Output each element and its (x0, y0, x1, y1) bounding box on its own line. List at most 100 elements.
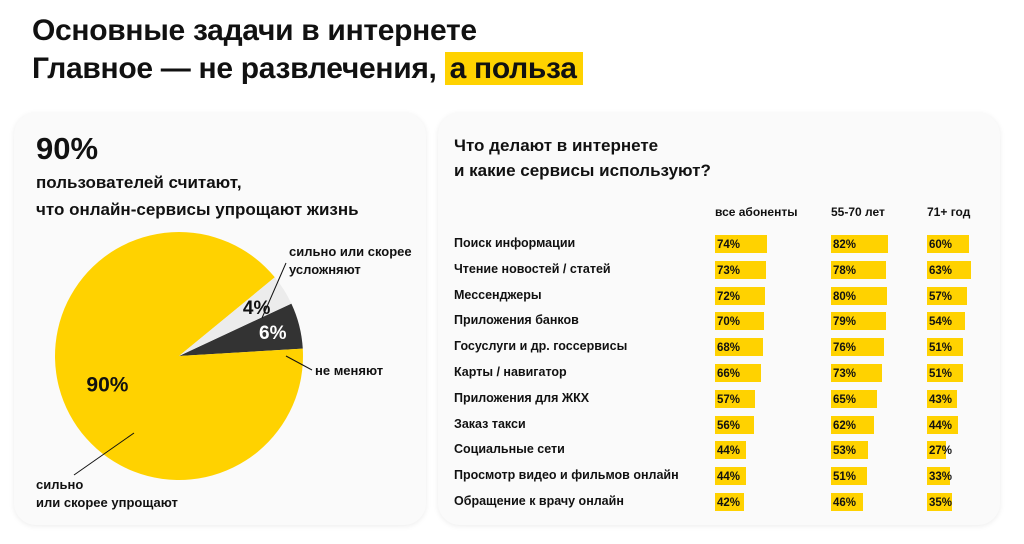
bar-value-label: 72% (717, 290, 741, 303)
pie-slice-label: 90% (86, 373, 128, 396)
bar (831, 312, 887, 331)
bar-value-label: 62% (833, 419, 857, 432)
pie-subheading: пользователей считают, что онлайн-сервис… (36, 169, 359, 223)
bar-question-line-2: и какие сервисы используют? (454, 161, 711, 180)
pie-slice (179, 303, 303, 356)
bar (831, 441, 869, 460)
bar (715, 389, 755, 408)
bar-value-label: 27% (929, 445, 953, 458)
pie-subheading-line-1: пользователей считают, (36, 173, 242, 192)
pie-chart: 6%90%4% сильно или скорее усложняют не м… (36, 231, 412, 510)
row-label: Мессенджеры (454, 287, 542, 302)
bar-value-label: 51% (929, 368, 953, 380)
bar (715, 467, 746, 486)
row-label: Обращение к врачу онлайн (454, 494, 624, 508)
bar-value-label: 43% (929, 393, 953, 406)
bar (927, 364, 963, 382)
bar (831, 260, 886, 279)
bar-value-label: 73% (833, 368, 857, 380)
bar-value-label: 46% (833, 497, 857, 509)
bar (715, 235, 767, 253)
bar-value-label: 51% (929, 342, 953, 355)
bar (831, 364, 883, 382)
bar (715, 493, 745, 511)
callout-complicate-line-2: усложняют (289, 262, 361, 277)
bar-value-label: 79% (833, 316, 857, 329)
pie-slice (54, 231, 303, 480)
bar-value-label: 80% (833, 290, 857, 303)
bar (831, 286, 887, 305)
pie-slice (179, 277, 292, 356)
title-line-2-prefix: Главное — не развлечения, (32, 52, 437, 85)
bar (927, 493, 952, 511)
row-label: Социальные сети (454, 442, 565, 457)
row-label: Заказ такси (454, 416, 526, 431)
bar (715, 364, 762, 382)
callout-line-no-change (285, 355, 313, 371)
bar-value-label: 54% (929, 316, 953, 329)
bar (927, 286, 967, 305)
bar (715, 441, 746, 460)
bar (927, 389, 958, 408)
bar (927, 312, 965, 331)
title-highlight: а польза (444, 52, 583, 85)
pie-card: 90% пользователей считают, что онлайн-се… (14, 113, 426, 525)
bar (831, 493, 864, 511)
callout-simplify-line-1: сильно (36, 477, 83, 492)
bar (831, 338, 885, 357)
bar-value-label: 60% (929, 239, 953, 251)
callout-line-complicate (261, 262, 287, 319)
row-label: Чтение новостей / статей (454, 261, 611, 276)
bar (927, 260, 972, 279)
bar-value-label: 66% (717, 368, 741, 380)
bar-value-label: 57% (929, 290, 953, 303)
callout-complicate-line-1: сильно или скорее (289, 244, 412, 259)
bar-value-label: 76% (833, 342, 857, 355)
bar-value-label: 63% (929, 264, 953, 277)
title-line-1: Основные задачи в интернете (32, 14, 477, 47)
bar-value-label: 42% (717, 497, 741, 509)
bar (831, 389, 877, 408)
pie-slices: 6%90%4% (54, 231, 303, 480)
bar (927, 235, 969, 253)
bar (927, 467, 951, 486)
row-label: Карты / навигатор (454, 365, 567, 379)
row-label: Приложения банков (454, 313, 579, 328)
row-label: Приложения для ЖКХ (454, 390, 590, 405)
column-header: 71+ год (927, 205, 971, 219)
callout-simplify-line-2: или скорее упрощают (36, 495, 178, 510)
bar-value-label: 74% (717, 239, 741, 251)
bar (927, 415, 958, 434)
bar-value-label: 44% (717, 471, 741, 484)
bar-value-label: 53% (833, 445, 857, 458)
bar-value-label: 35% (929, 497, 953, 509)
bar-value-label: 44% (717, 445, 741, 458)
bar-question-line-1: Что делают в интернете (454, 136, 659, 155)
pie-subheading-line-2: что онлайн-сервисы упрощают жизнь (36, 200, 359, 219)
bar (715, 260, 767, 279)
big-percentage: 90% (36, 131, 99, 166)
pie-slice-label: 6% (259, 323, 287, 344)
bar (831, 415, 875, 434)
bar (927, 441, 946, 460)
bar-value-label: 78% (833, 264, 857, 277)
bar-value-label: 82% (833, 239, 857, 251)
bar-value-label: 65% (833, 393, 857, 406)
callout-no-change: не меняют (315, 363, 383, 378)
bar (831, 235, 889, 253)
bar (831, 467, 867, 486)
column-header: 55-70 лет (831, 205, 885, 219)
bar-value-label: 56% (717, 419, 741, 432)
bar-card: Что делают в интернете и какие сервисы и… (438, 113, 1000, 525)
bar-value-label: 70% (717, 316, 741, 329)
bar-value-label: 33% (929, 471, 953, 484)
callout-line-simplify (73, 432, 135, 476)
bar-value-label: 44% (929, 419, 953, 432)
row-label: Просмотр видео и фильмов онлайн (454, 468, 679, 483)
bar-value-label: 51% (833, 471, 857, 484)
bar (715, 415, 755, 434)
bar (715, 286, 766, 305)
row-label: Госуслуги и др. госсервисы (454, 339, 628, 354)
pie-callouts: сильно или скорее усложняют не меняют си… (36, 244, 412, 510)
title-line-2: Главное — не развлечения, а польза (32, 50, 583, 88)
